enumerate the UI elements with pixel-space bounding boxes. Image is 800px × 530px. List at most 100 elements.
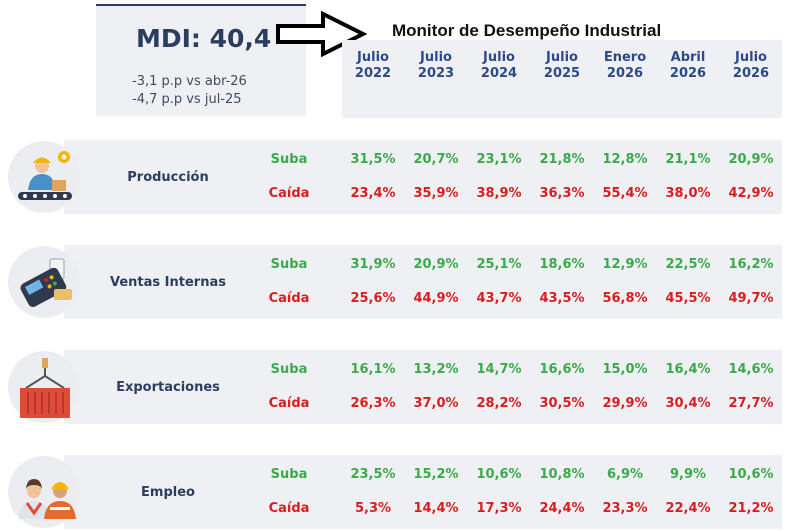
period-header: Julio 2024 bbox=[469, 50, 529, 82]
period-header-panel bbox=[342, 40, 782, 118]
rise-value: 16,1% bbox=[350, 362, 396, 377]
indicator-row bbox=[64, 455, 782, 529]
indicator-row bbox=[64, 140, 782, 214]
rise-value: 23,1% bbox=[476, 152, 522, 167]
indicator-row bbox=[64, 350, 782, 424]
mdi-delta-month: -3,1 p.p vs abr-26 bbox=[132, 74, 247, 89]
rise-value: 23,5% bbox=[350, 467, 396, 482]
rise-label: Suba bbox=[270, 362, 308, 377]
period-header: Abril 2026 bbox=[658, 50, 718, 82]
fall-value: 27,7% bbox=[728, 396, 774, 411]
row-label: Exportaciones bbox=[116, 380, 220, 395]
factory-worker-icon bbox=[14, 146, 76, 211]
rise-label: Suba bbox=[270, 257, 308, 272]
period-header: Julio 2025 bbox=[532, 50, 592, 82]
fall-value: 17,3% bbox=[476, 501, 522, 516]
fall-value: 23,4% bbox=[350, 186, 396, 201]
rise-value: 9,9% bbox=[669, 467, 707, 482]
fall-value: 43,5% bbox=[539, 291, 585, 306]
payment-terminal-icon bbox=[14, 251, 76, 316]
fall-label: Caída bbox=[268, 186, 310, 201]
rise-value: 14,6% bbox=[728, 362, 774, 377]
rise-value: 31,9% bbox=[350, 257, 396, 272]
period-year: 2023 bbox=[417, 66, 455, 81]
rise-value: 15,0% bbox=[602, 362, 648, 377]
fall-value: 5,3% bbox=[354, 501, 392, 516]
fall-value: 25,6% bbox=[350, 291, 396, 306]
rise-value: 25,1% bbox=[476, 257, 522, 272]
fall-value: 21,2% bbox=[728, 501, 774, 516]
rise-value: 10,6% bbox=[728, 467, 774, 482]
fall-value: 44,9% bbox=[413, 291, 459, 306]
rise-value: 31,5% bbox=[350, 152, 396, 167]
rise-value: 10,6% bbox=[476, 467, 522, 482]
rise-value: 20,9% bbox=[413, 257, 459, 272]
mdi-value: MDI: 40,4 bbox=[136, 24, 272, 53]
fall-value: 38,9% bbox=[476, 186, 522, 201]
fall-value: 56,8% bbox=[602, 291, 648, 306]
fall-value: 45,5% bbox=[665, 291, 711, 306]
fall-value: 14,4% bbox=[413, 501, 459, 516]
period-year: 2026 bbox=[669, 66, 707, 81]
fall-value: 22,4% bbox=[665, 501, 711, 516]
rise-value: 10,8% bbox=[539, 467, 585, 482]
rise-value: 14,7% bbox=[476, 362, 522, 377]
period-month: Julio bbox=[735, 50, 767, 65]
rise-value: 15,2% bbox=[413, 467, 459, 482]
fall-value: 38,0% bbox=[665, 186, 711, 201]
period-month: Julio bbox=[483, 50, 515, 65]
fall-label: Caída bbox=[268, 501, 310, 516]
fall-value: 55,4% bbox=[602, 186, 648, 201]
rise-value: 21,1% bbox=[665, 152, 711, 167]
period-month: Julio bbox=[357, 50, 389, 65]
fall-value: 37,0% bbox=[413, 396, 459, 411]
fall-value: 24,4% bbox=[539, 501, 585, 516]
row-label: Ventas Internas bbox=[110, 275, 226, 290]
fall-value: 35,9% bbox=[413, 186, 459, 201]
period-month: Enero bbox=[603, 50, 647, 65]
rise-label: Suba bbox=[270, 467, 308, 482]
period-header: Julio 2022 bbox=[343, 50, 403, 82]
period-year: 2022 bbox=[354, 66, 392, 81]
period-year: 2024 bbox=[480, 66, 518, 81]
fall-value: 26,3% bbox=[350, 396, 396, 411]
fall-value: 28,2% bbox=[476, 396, 522, 411]
rise-value: 22,5% bbox=[665, 257, 711, 272]
period-year: 2025 bbox=[543, 66, 581, 81]
fall-value: 30,5% bbox=[539, 396, 585, 411]
fall-value: 23,3% bbox=[602, 501, 648, 516]
fall-value: 29,9% bbox=[602, 396, 648, 411]
rise-value: 6,9% bbox=[606, 467, 644, 482]
period-month: Julio bbox=[420, 50, 452, 65]
period-header: Julio 2026 bbox=[721, 50, 781, 82]
fall-value: 49,7% bbox=[728, 291, 774, 306]
period-year: 2026 bbox=[732, 66, 770, 81]
rise-value: 21,8% bbox=[539, 152, 585, 167]
mdi-summary-box: MDI: 40,4 -3,1 p.p vs abr-26 -4,7 p.p vs… bbox=[96, 4, 306, 116]
rise-value: 13,2% bbox=[413, 362, 459, 377]
workers-icon bbox=[14, 461, 80, 526]
rise-value: 16,2% bbox=[728, 257, 774, 272]
indicator-row bbox=[64, 245, 782, 319]
mdi-delta-year: -4,7 p.p vs jul-25 bbox=[132, 92, 242, 107]
page-title: Monitor de Desempeño Industrial bbox=[392, 21, 662, 40]
rise-value: 16,6% bbox=[539, 362, 585, 377]
rise-label: Suba bbox=[270, 152, 308, 167]
rise-value: 20,9% bbox=[728, 152, 774, 167]
fall-value: 36,3% bbox=[539, 186, 585, 201]
period-year: 2026 bbox=[606, 66, 644, 81]
period-header: Enero 2026 bbox=[595, 50, 655, 82]
rise-value: 18,6% bbox=[539, 257, 585, 272]
fall-value: 42,9% bbox=[728, 186, 774, 201]
period-header: Julio 2023 bbox=[406, 50, 466, 82]
shipping-container-icon bbox=[14, 356, 76, 427]
rise-value: 12,9% bbox=[602, 257, 648, 272]
fall-label: Caída bbox=[268, 396, 310, 411]
fall-value: 30,4% bbox=[665, 396, 711, 411]
period-month: Julio bbox=[546, 50, 578, 65]
fall-label: Caída bbox=[268, 291, 310, 306]
period-month: Abril bbox=[670, 50, 706, 65]
rise-value: 16,4% bbox=[665, 362, 711, 377]
row-label: Empleo bbox=[141, 485, 195, 500]
fall-value: 43,7% bbox=[476, 291, 522, 306]
